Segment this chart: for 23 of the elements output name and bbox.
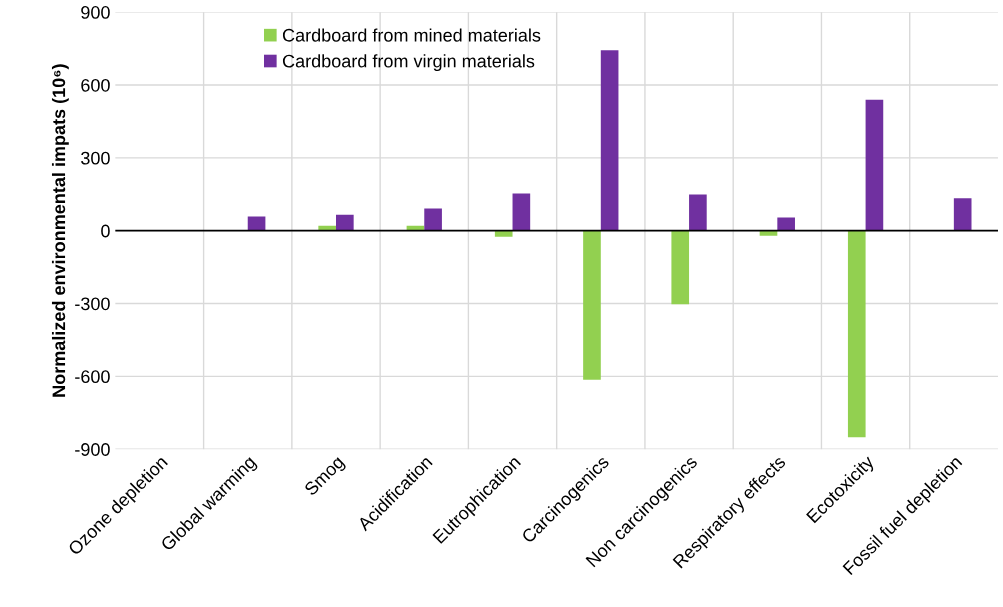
bar [847,230,866,438]
y-tick-label: -900 [75,443,110,456]
bar [494,230,513,237]
y-tick-label: 300 [81,151,110,165]
bar [600,50,619,231]
y-tick-label: 0 [101,224,110,238]
bar [583,230,601,380]
bar [689,194,707,231]
bar [953,198,972,231]
bar [759,230,778,236]
bar [512,193,531,231]
bar [424,208,442,231]
bar [865,99,884,231]
y-tick-label: -300 [75,297,110,311]
legend-label: Cardboard from mined materials [282,28,541,42]
bar [671,230,690,305]
y-tick-label: 900 [81,6,110,19]
bar [777,217,795,231]
y-tick-label: -600 [75,370,110,384]
y-axis-title: Normalized environmental impats (10⁶) [51,64,69,397]
legend-label: Cardboard from virgin materials [282,54,535,72]
bar [336,214,354,231]
y-tick-label: 600 [81,78,110,92]
